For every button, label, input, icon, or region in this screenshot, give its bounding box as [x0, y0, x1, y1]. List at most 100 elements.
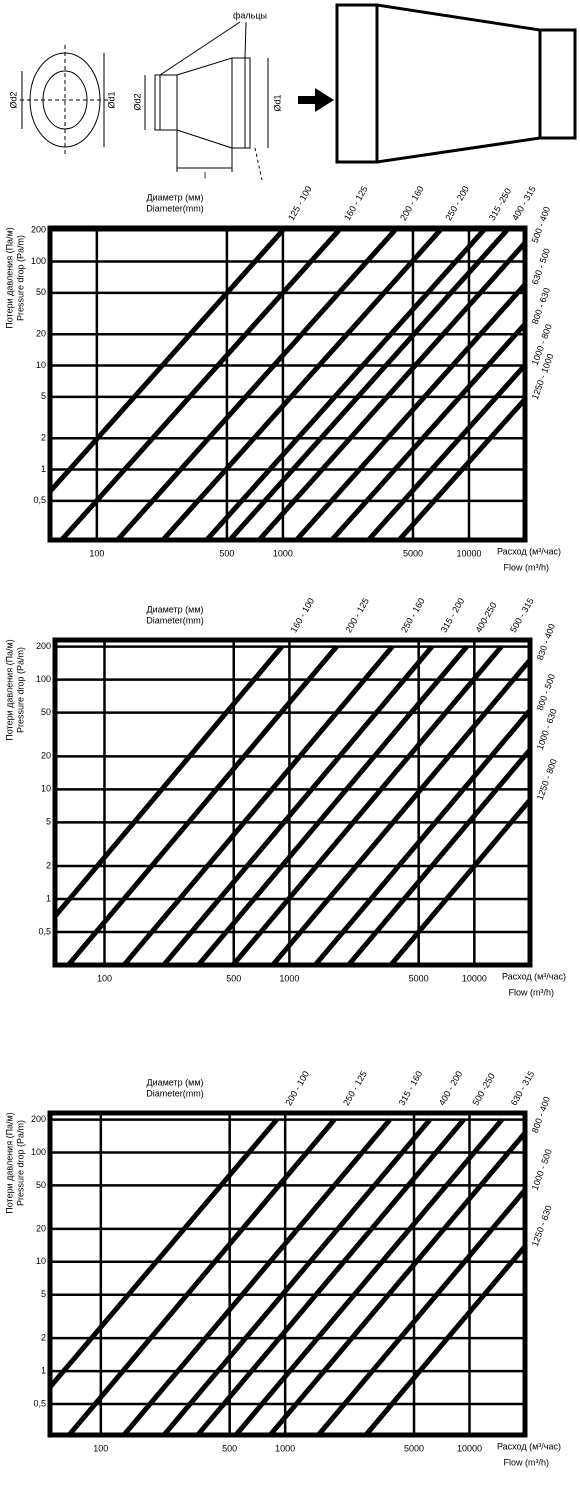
- x-tick-label: 500: [222, 1443, 237, 1453]
- line-label: 630 - 315: [509, 1069, 537, 1107]
- duct-line: [328, 320, 525, 540]
- duct-line: [266, 1129, 525, 1435]
- duct-line: [120, 645, 395, 965]
- y-tick-label: 20: [41, 751, 51, 761]
- line-label: 125 - 100: [286, 184, 314, 222]
- duct-line: [311, 706, 530, 965]
- dim-label: Ød2: [132, 93, 142, 110]
- duct-line: [203, 228, 486, 540]
- x-tick-label: 5000: [403, 548, 423, 558]
- duct-line: [255, 239, 525, 540]
- small-collar: [154, 74, 178, 131]
- duct-line: [58, 228, 341, 540]
- extension-line: [254, 147, 263, 181]
- dim-label: Ød2: [8, 91, 18, 108]
- duct-line: [120, 1118, 392, 1435]
- y-tick-label: 1: [46, 893, 51, 903]
- y-tick-label: 200: [31, 225, 46, 235]
- x-label: Flow (m³/h): [509, 987, 555, 997]
- x-tick-label: 10000: [456, 548, 481, 558]
- line-label: 500 - 315: [508, 596, 536, 634]
- line-label: 250 - 200: [443, 184, 471, 222]
- line-label: 1000 - 500: [530, 1148, 554, 1192]
- duct-line: [50, 228, 285, 496]
- large-end: [335, 3, 379, 164]
- duct-line: [362, 1242, 525, 1435]
- x-tick-label: 100: [89, 548, 104, 558]
- line-label: 200 - 100: [283, 1069, 311, 1107]
- line-label: 830 - 400: [535, 622, 557, 661]
- y-tick-label: 0,5: [33, 1398, 46, 1408]
- line-label: 160 - 100: [289, 596, 317, 634]
- y-tick-label: 100: [31, 1147, 46, 1157]
- dim-label: Ød1: [272, 94, 282, 111]
- x-label: Расход (м³/час): [502, 971, 566, 981]
- y-tick-label: 20: [36, 329, 46, 339]
- duct-line: [65, 1118, 337, 1435]
- duct-line: [293, 280, 525, 540]
- duct-line: [395, 395, 525, 540]
- x-tick-label: 1000: [273, 548, 293, 558]
- x-tick-label: 5000: [404, 1443, 424, 1453]
- x-label: Flow (m³/h): [504, 562, 550, 572]
- lines: [50, 1118, 525, 1435]
- duct-line: [365, 361, 525, 540]
- y-tick-label: 20: [36, 1223, 46, 1233]
- plot-frame: [52, 637, 533, 968]
- duct-line: [269, 656, 530, 965]
- duct-line: [387, 796, 530, 965]
- top-label: Диаметр (мм): [146, 192, 203, 202]
- line-label: 400 - 200: [437, 1069, 465, 1107]
- duct-line: [345, 745, 530, 965]
- top-label: Диаметр (мм): [146, 604, 203, 614]
- arrow: [298, 88, 334, 112]
- duct-line: [229, 645, 504, 965]
- large-collar: [231, 57, 251, 149]
- line-label: 400-250: [473, 601, 498, 635]
- y-tick-label: 50: [36, 287, 46, 297]
- duct-line: [226, 228, 509, 540]
- x-tick-label: 1000: [279, 973, 299, 983]
- x-tick-label: 10000: [462, 973, 487, 983]
- cone-large: [376, 3, 542, 164]
- y-label: Потери давления (Па/м): [4, 639, 14, 740]
- y-tick-label: 50: [36, 1180, 46, 1190]
- dim-label: l: [204, 170, 206, 180]
- line-label: 250 - 125: [341, 1069, 369, 1107]
- y-tick-label: 2: [46, 860, 51, 870]
- top-label: Диаметр (мм): [146, 1077, 203, 1087]
- chart: 0,5 1 2 5 10 20 50 100 200 100 500 1000 5000 10000 200…: [4, 1069, 561, 1467]
- duct-line: [114, 228, 397, 540]
- y-tick-label: 1: [41, 1365, 46, 1375]
- duct-line: [194, 1118, 466, 1435]
- plot-frame: [47, 1110, 528, 1438]
- x-label: Расход (м³/час): [497, 546, 561, 556]
- duct-line: [315, 1186, 525, 1435]
- x-tick-label: 500: [226, 973, 241, 983]
- duct-line: [159, 228, 443, 540]
- y-tick-label: 10: [36, 360, 46, 370]
- chart: 0,5 1 2 5 10 20 50 100 200 100 500 1000 5000 10000 160…: [4, 596, 566, 997]
- y-tick-label: 100: [36, 674, 51, 684]
- chart: 0,5 1 2 5 10 20 50 100 200 100 500 1000 5000 10000 125…: [4, 184, 561, 572]
- duct-line: [50, 1118, 279, 1392]
- y-tick-label: 5: [41, 1289, 46, 1299]
- reducer-diagram: Ød2 Ød1 фальцы Ød2 Ød1 l: [8, 3, 577, 181]
- duct-line: [65, 645, 339, 965]
- line-label: 1000 - 630: [535, 707, 559, 751]
- line-label: 630 - 500: [530, 247, 552, 286]
- top-label: Diameter(mm): [146, 1088, 204, 1098]
- line-label: 315 - 160: [397, 1069, 425, 1107]
- y-tick-label: 1: [41, 464, 46, 474]
- y-label: Потери давления (Па/м): [4, 227, 14, 328]
- x-label: Flow (m³/h): [504, 1457, 550, 1467]
- y-tick-label: 5: [41, 391, 46, 401]
- line-label: 250 - 160: [399, 596, 427, 634]
- y-tick-label: 200: [31, 1114, 46, 1124]
- line-label: 500 -250: [470, 1071, 496, 1107]
- line-label: 500 - 400: [530, 205, 552, 244]
- y-tick-label: 100: [31, 256, 46, 266]
- lines: [55, 645, 530, 965]
- top-label: Diameter(mm): [146, 203, 204, 213]
